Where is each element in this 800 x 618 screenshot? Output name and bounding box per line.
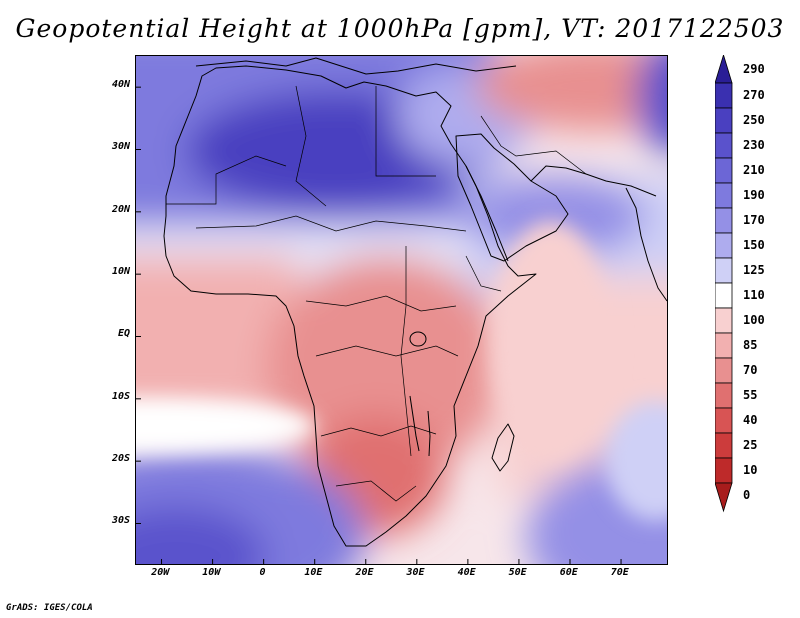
colorbar-label: 40 <box>743 412 758 427</box>
arabian-peninsula <box>455 133 569 262</box>
y-tick-label: 10S <box>111 390 130 402</box>
x-tick-label: 60E <box>559 567 578 578</box>
border-congo-basin <box>315 345 459 357</box>
colorbar-segment <box>715 332 733 359</box>
colorbar-top-arrow <box>715 55 733 84</box>
field-east-indian-ocean <box>606 401 667 521</box>
field-himalaya-high <box>636 56 667 155</box>
x-tick-label: 20W <box>151 567 170 578</box>
x-tick-label: 20E <box>355 567 374 578</box>
x-tick-label: 10E <box>304 567 323 578</box>
field-south-atlantic-transition <box>136 398 316 454</box>
red-sea-east-coast <box>465 165 509 262</box>
border-southern-africa <box>320 425 437 437</box>
border-west-sahara <box>166 155 287 205</box>
lake-victoria <box>409 331 427 347</box>
colorbar-segment <box>715 182 733 209</box>
map-title: Geopotential Height at 1000hPa [gpm], VT… <box>15 14 785 43</box>
colorbar-segment <box>715 432 733 459</box>
y-tick-label: 20N <box>111 203 130 215</box>
y-tick-label: EQ <box>117 328 130 340</box>
x-tick-label: 30E <box>406 567 425 578</box>
colorbar-label: 190 <box>743 187 765 202</box>
x-tick-label: 10W <box>202 567 221 578</box>
coastlines <box>163 57 667 547</box>
x-tick-label: 40E <box>457 567 476 578</box>
border-central-africa <box>305 295 457 312</box>
map-plot-area <box>135 55 668 565</box>
border-algeria-libya <box>295 85 327 207</box>
colorbar-label: 55 <box>743 387 758 402</box>
height-field-detail <box>136 221 667 521</box>
colorbar-label: 70 <box>743 362 758 377</box>
colorbar-label: 290 <box>743 62 765 77</box>
axis-tick-marks <box>136 86 622 564</box>
country-borders <box>166 85 587 502</box>
colorbar-label: 170 <box>743 212 765 227</box>
border-south-africa <box>335 480 417 502</box>
geopotential-height-map <box>136 56 667 564</box>
y-tick-label: 40N <box>111 79 130 91</box>
colorbar-label: 125 <box>743 262 765 277</box>
colorbar-segment <box>715 132 733 159</box>
field-iran-low <box>476 56 667 131</box>
colorbar-label: 150 <box>743 237 765 252</box>
border-east-africa <box>400 246 412 457</box>
y-tick-label: 10N <box>111 266 130 278</box>
colorbar-label: 85 <box>743 337 758 352</box>
colorbar-label: 10 <box>743 462 758 477</box>
y-tick-label: 30N <box>111 141 130 153</box>
colorbar-segment <box>715 407 733 434</box>
colorbar-label: 270 <box>743 87 765 102</box>
madagascar <box>491 423 515 472</box>
y-tick-label: 20S <box>111 453 130 465</box>
colorbar-segment <box>715 282 733 309</box>
x-tick-label: 50E <box>508 567 527 578</box>
colorbar-label: 25 <box>743 437 758 452</box>
india-coastline <box>625 187 667 302</box>
colorbar-segment <box>715 457 733 484</box>
lake-tanganyika <box>409 395 420 452</box>
x-tick-label: 0 <box>259 567 266 578</box>
x-tick-label: 70E <box>610 567 629 578</box>
border-sahel <box>195 215 467 232</box>
colorbar-segment <box>715 382 733 409</box>
colorbar-segment <box>715 257 733 284</box>
field-south-atlantic-core <box>136 506 266 564</box>
lake-malawi <box>427 410 431 457</box>
border-libya-egypt <box>375 86 436 177</box>
colorbar-segment <box>715 232 733 259</box>
colorbar-label: 0 <box>743 487 751 502</box>
colorbar-label: 210 <box>743 162 765 177</box>
colorbar-segment <box>715 107 733 134</box>
field-arabia-high <box>466 176 646 256</box>
colorbar-label: 100 <box>743 312 765 327</box>
africa-coastline <box>163 65 537 547</box>
colorbar-segment <box>715 157 733 184</box>
colorbar-label: 110 <box>743 287 765 302</box>
colorbar-segment <box>715 207 733 234</box>
colorbar-segment <box>715 82 733 109</box>
colorbar-label: 250 <box>743 112 765 127</box>
y-tick-label: 30S <box>111 515 130 527</box>
colorbar <box>715 55 733 513</box>
colorbar-segment <box>715 307 733 334</box>
border-horn-africa <box>465 255 502 292</box>
field-mozambique-channel <box>491 221 611 461</box>
mediterranean-north-coast <box>195 57 517 75</box>
border-middle-east <box>480 115 587 175</box>
lakes <box>409 331 431 457</box>
colorbar-label: 230 <box>743 137 765 152</box>
grads-credit: GrADS: IGES/COLA <box>6 603 93 613</box>
colorbar-segment <box>715 357 733 384</box>
colorbar-bottom-arrow <box>715 482 733 513</box>
field-central-africa-low <box>266 256 506 476</box>
